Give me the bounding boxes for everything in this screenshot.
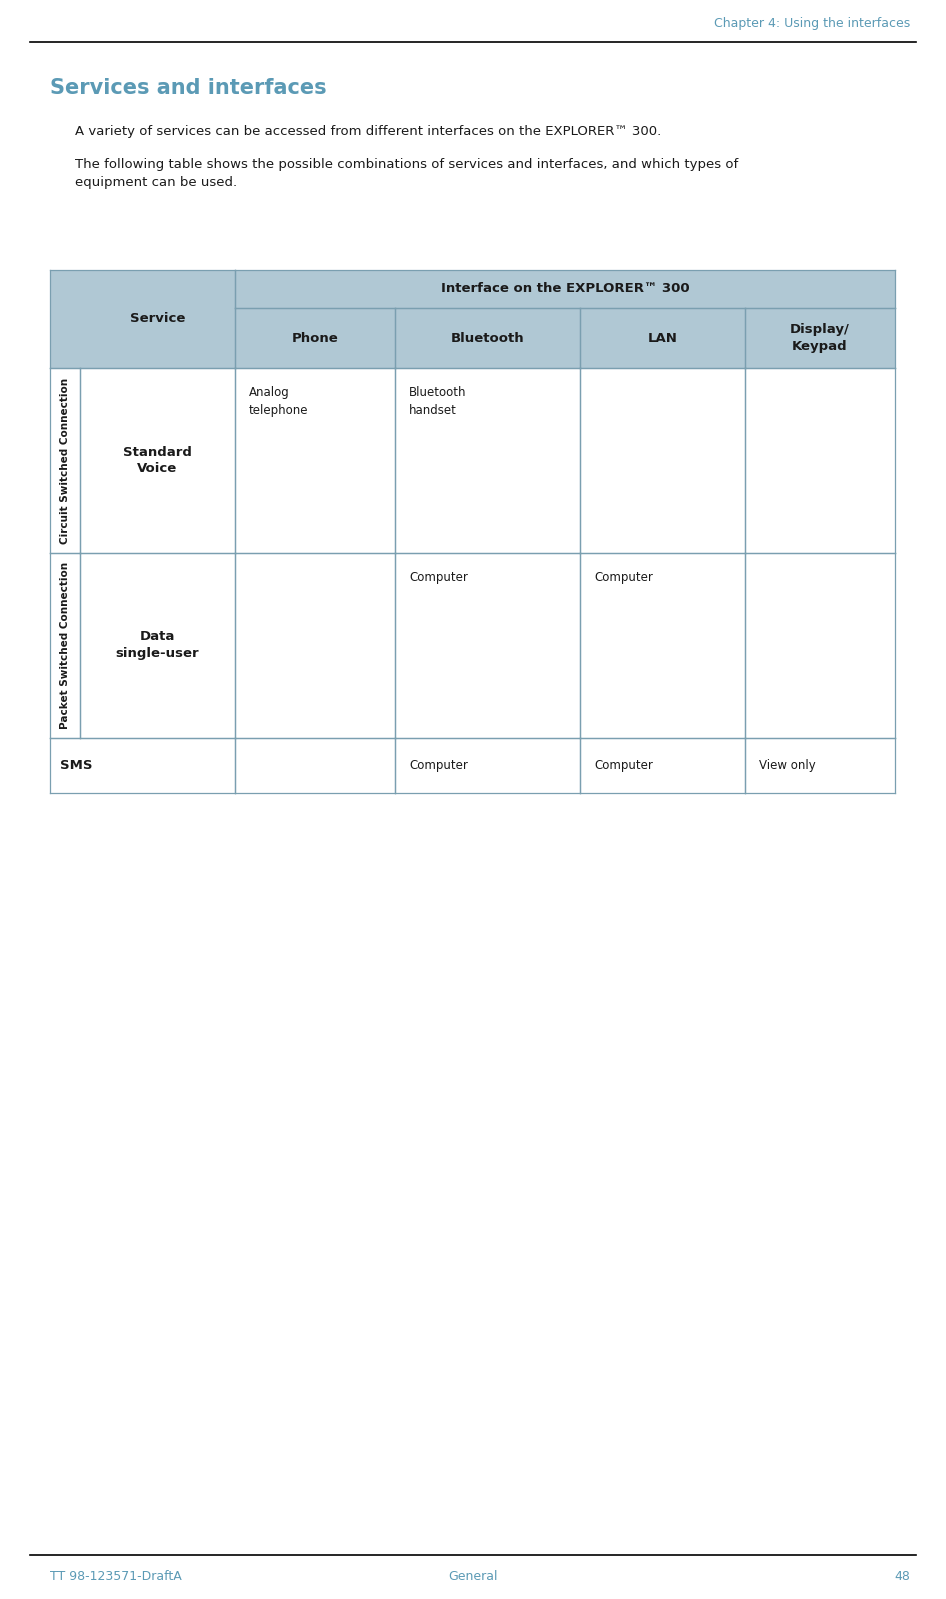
Text: Standard
Voice: Standard Voice: [123, 446, 192, 475]
Bar: [745, 739, 895, 793]
Bar: [50, 553, 80, 739]
Bar: [50, 739, 235, 793]
Bar: [580, 309, 745, 368]
Bar: [235, 309, 395, 368]
Text: Interface on the EXPLORER™ 300: Interface on the EXPLORER™ 300: [441, 283, 690, 296]
Bar: [80, 368, 235, 553]
Text: Computer: Computer: [594, 571, 653, 584]
Text: A variety of services can be accessed from different interfaces on the EXPLORER™: A variety of services can be accessed fr…: [75, 125, 661, 138]
Text: Packet Switched Connection: Packet Switched Connection: [60, 561, 70, 729]
Bar: [580, 739, 745, 793]
Text: Computer: Computer: [594, 760, 653, 772]
Bar: [395, 739, 580, 793]
Bar: [235, 553, 395, 739]
Bar: [395, 309, 580, 368]
Text: Service: Service: [130, 312, 185, 326]
Text: General: General: [448, 1570, 498, 1583]
Bar: [235, 739, 395, 793]
Bar: [745, 553, 895, 739]
Text: Bluetooth
handset: Bluetooth handset: [409, 385, 466, 417]
Text: The following table shows the possible combinations of services and interfaces, : The following table shows the possible c…: [75, 158, 738, 189]
Text: Bluetooth: Bluetooth: [450, 331, 524, 344]
Bar: [580, 553, 745, 739]
Text: Display/
Keypad: Display/ Keypad: [790, 323, 850, 353]
Bar: [235, 368, 395, 553]
Text: Computer: Computer: [409, 760, 468, 772]
Bar: [50, 368, 80, 553]
Text: View only: View only: [759, 760, 815, 772]
Text: Data
single-user: Data single-user: [115, 630, 200, 660]
Text: Computer: Computer: [409, 571, 468, 584]
Bar: [50, 270, 235, 368]
Bar: [395, 368, 580, 553]
Text: Circuit Switched Connection: Circuit Switched Connection: [60, 377, 70, 544]
Text: TT 98-123571-DraftA: TT 98-123571-DraftA: [50, 1570, 182, 1583]
Text: Analog
telephone: Analog telephone: [249, 385, 308, 417]
Bar: [745, 368, 895, 553]
Bar: [580, 368, 745, 553]
Bar: [395, 553, 580, 739]
Bar: [80, 553, 235, 739]
Text: Services and interfaces: Services and interfaces: [50, 78, 326, 98]
Text: SMS: SMS: [60, 760, 93, 772]
Bar: [745, 309, 895, 368]
Text: 48: 48: [894, 1570, 910, 1583]
Text: Chapter 4: Using the interfaces: Chapter 4: Using the interfaces: [713, 18, 910, 30]
Bar: [235, 270, 895, 309]
Text: LAN: LAN: [648, 331, 677, 344]
Text: Phone: Phone: [291, 331, 339, 344]
